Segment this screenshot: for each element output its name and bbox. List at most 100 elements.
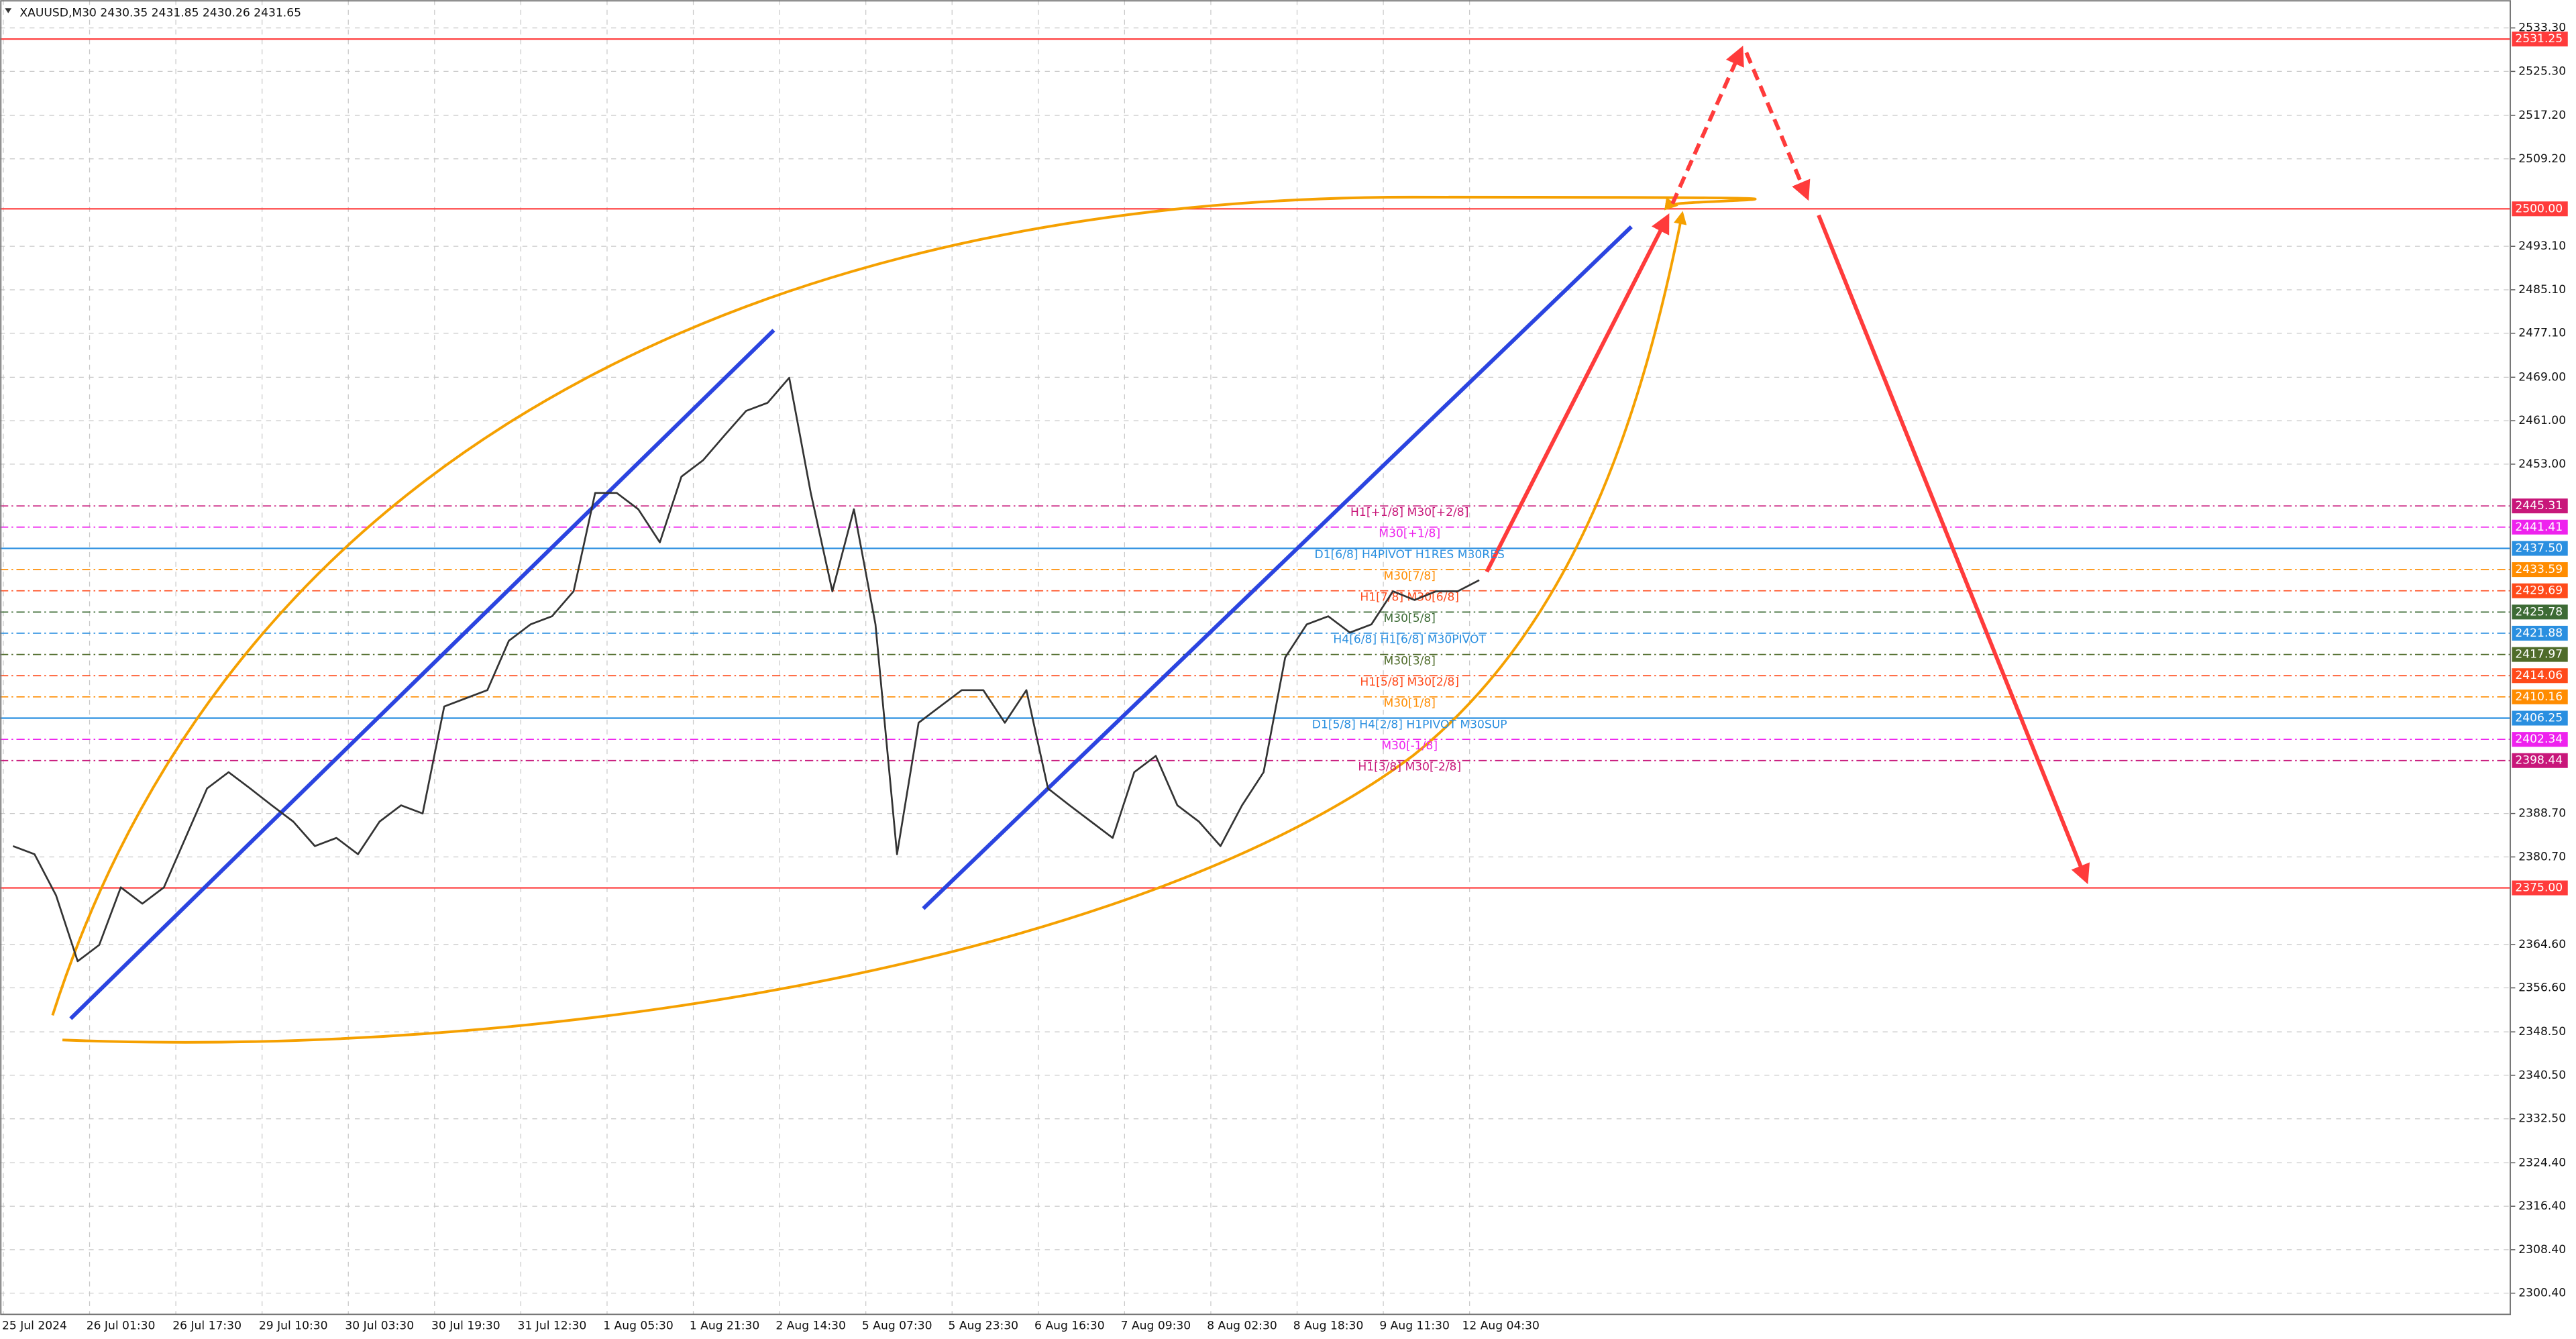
y-tick-label: 2348.50 bbox=[2518, 1025, 2566, 1038]
level-price-box bbox=[2512, 562, 2568, 578]
x-tick-label: 26 Jul 17:30 bbox=[172, 1319, 241, 1332]
orange-arc bbox=[62, 211, 1687, 1044]
level-price-box bbox=[2512, 668, 2568, 684]
level-price-box bbox=[2512, 201, 2568, 217]
y-tick-label: 2525.30 bbox=[2518, 64, 2566, 78]
x-tick-label: 8 Aug 02:30 bbox=[1207, 1319, 1277, 1332]
forecast-arrow bbox=[1485, 213, 1670, 573]
level-price-box bbox=[2512, 732, 2568, 747]
x-tick-label: 30 Jul 19:30 bbox=[431, 1319, 500, 1332]
level-price-box bbox=[2512, 880, 2568, 896]
y-tick-label: 2340.50 bbox=[2518, 1069, 2566, 1082]
grid bbox=[0, 0, 2511, 1315]
orange-arc bbox=[51, 195, 1757, 1016]
level-price-box bbox=[2512, 753, 2568, 768]
annotations bbox=[51, 46, 2090, 1044]
plot-frame bbox=[0, 0, 2512, 1316]
level-price-label: 2402.34 bbox=[2515, 733, 2563, 746]
level-text: M30[3/8] bbox=[1383, 654, 1435, 667]
x-tick-label: 1 Aug 21:30 bbox=[690, 1319, 760, 1332]
level-price-box bbox=[2512, 625, 2568, 641]
level-text: D1[5/8] H4[2/8] H1PIVOT M30SUP bbox=[1312, 718, 1507, 731]
level-price-label: 2531.25 bbox=[2515, 32, 2563, 46]
level-text: H1[3/8] M30[-2/8] bbox=[1358, 761, 1461, 774]
level-price-label: 2425.78 bbox=[2515, 605, 2563, 619]
forecast-arrow bbox=[1744, 52, 1811, 201]
level-price-box bbox=[2512, 604, 2568, 620]
x-tick-label: 30 Jul 03:30 bbox=[345, 1319, 414, 1332]
chart-title: XAUUSD,M30 2430.35 2431.85 2430.26 2431.… bbox=[19, 7, 301, 20]
y-tick-label: 2453.00 bbox=[2518, 458, 2566, 471]
level-price-label: 2441.41 bbox=[2515, 521, 2563, 534]
y-tick-label: 2356.60 bbox=[2518, 981, 2566, 995]
level-text: H4[6/8] H1[6/8] M30PIVOT bbox=[1333, 633, 1486, 647]
level-price-label: 2433.59 bbox=[2515, 563, 2563, 576]
level-price-label: 2406.25 bbox=[2515, 711, 2563, 725]
channel-line bbox=[69, 329, 775, 1020]
level-price-box bbox=[2512, 498, 2568, 514]
level-price-label: 2414.06 bbox=[2515, 669, 2563, 682]
x-tick-label: 26 Jul 01:30 bbox=[87, 1319, 156, 1332]
level-price-label: 2500.00 bbox=[2515, 202, 2563, 215]
level-price-box bbox=[2512, 541, 2568, 556]
y-tick-label: 2388.70 bbox=[2518, 807, 2566, 820]
y-tick-label: 2380.70 bbox=[2518, 850, 2566, 863]
plot: 2533.30 2525.30 2517.20 2509.20 2493.10 2485.… bbox=[2, 21, 2568, 1332]
forecast-arrow bbox=[1817, 214, 2090, 885]
y-tick-label: 2533.30 bbox=[2518, 21, 2566, 35]
level-price-box bbox=[2512, 710, 2568, 726]
y-tick-label: 2332.50 bbox=[2518, 1112, 2566, 1126]
y-tick-label: 2517.20 bbox=[2518, 109, 2566, 122]
x-tick-label: 9 Aug 11:30 bbox=[1379, 1319, 1450, 1332]
level-price-box bbox=[2512, 647, 2568, 662]
x-tick-label: 7 Aug 09:30 bbox=[1121, 1319, 1191, 1332]
forecast-arrow bbox=[1670, 46, 1744, 205]
y-tick-label: 2493.10 bbox=[2518, 239, 2566, 253]
level-text: H1[+1/8] M30[+2/8] bbox=[1350, 506, 1468, 519]
y-tick-label: 2469.00 bbox=[2518, 370, 2566, 384]
menu-arrow bbox=[5, 8, 12, 13]
channel-line bbox=[922, 225, 1633, 910]
level-text: M30[1/8] bbox=[1383, 697, 1435, 710]
y-tick-label: 2477.10 bbox=[2518, 327, 2566, 340]
x-tick-label: 1 Aug 05:30 bbox=[603, 1319, 674, 1332]
level-price-label: 2445.31 bbox=[2515, 499, 2563, 513]
level-text: M30[7/8] bbox=[1383, 570, 1435, 583]
levels bbox=[0, 38, 2511, 889]
level-price-label: 2437.50 bbox=[2515, 541, 2563, 555]
y-tick-label: 2509.20 bbox=[2518, 152, 2566, 166]
level-price-label: 2375.00 bbox=[2515, 881, 2563, 895]
level-text: M30[+1/8] bbox=[1379, 527, 1440, 541]
x-tick-label: 2 Aug 14:30 bbox=[775, 1319, 846, 1332]
level-price-box bbox=[2512, 689, 2568, 704]
x-tick-label: 8 Aug 18:30 bbox=[1293, 1319, 1364, 1332]
level-text: D1[6/8] H4PIVOT H1RES M30RES bbox=[1315, 548, 1505, 561]
x-tick-label: 6 Aug 16:30 bbox=[1034, 1319, 1105, 1332]
level-text: M30[-1/8] bbox=[1381, 739, 1438, 753]
x-tick-label: 12 Aug 04:30 bbox=[1462, 1319, 1539, 1332]
level-text: M30[5/8] bbox=[1383, 612, 1435, 625]
y-tick-label: 2461.00 bbox=[2518, 414, 2566, 427]
x-tick-label: 5 Aug 07:30 bbox=[862, 1319, 932, 1332]
level-price-label: 2410.16 bbox=[2515, 690, 2563, 704]
level-price-label: 2421.88 bbox=[2515, 627, 2563, 640]
y-tick-label: 2485.10 bbox=[2518, 283, 2566, 297]
x-tick-label: 29 Jul 10:30 bbox=[259, 1319, 328, 1332]
x-tick-label: 31 Jul 12:30 bbox=[518, 1319, 587, 1332]
y-tick-label: 2364.60 bbox=[2518, 938, 2566, 951]
y-tick-label: 2308.40 bbox=[2518, 1243, 2566, 1256]
level-price-box bbox=[2512, 583, 2568, 598]
level-price-label: 2398.44 bbox=[2515, 754, 2563, 767]
y-tick-label: 2324.40 bbox=[2518, 1156, 2566, 1169]
level-price-box bbox=[2512, 32, 2568, 47]
level-price-box bbox=[2512, 519, 2568, 535]
level-text: H1[5/8] M30[2/8] bbox=[1360, 676, 1459, 689]
x-tick-label: 5 Aug 23:30 bbox=[948, 1319, 1018, 1332]
level-price-label: 2429.69 bbox=[2515, 584, 2563, 598]
level-price-label: 2417.97 bbox=[2515, 648, 2563, 661]
x-tick-label: 25 Jul 2024 bbox=[2, 1319, 67, 1332]
price-line bbox=[12, 376, 1480, 963]
y-tick-label: 2316.40 bbox=[2518, 1199, 2566, 1213]
y-tick-label: 2300.40 bbox=[2518, 1287, 2566, 1300]
